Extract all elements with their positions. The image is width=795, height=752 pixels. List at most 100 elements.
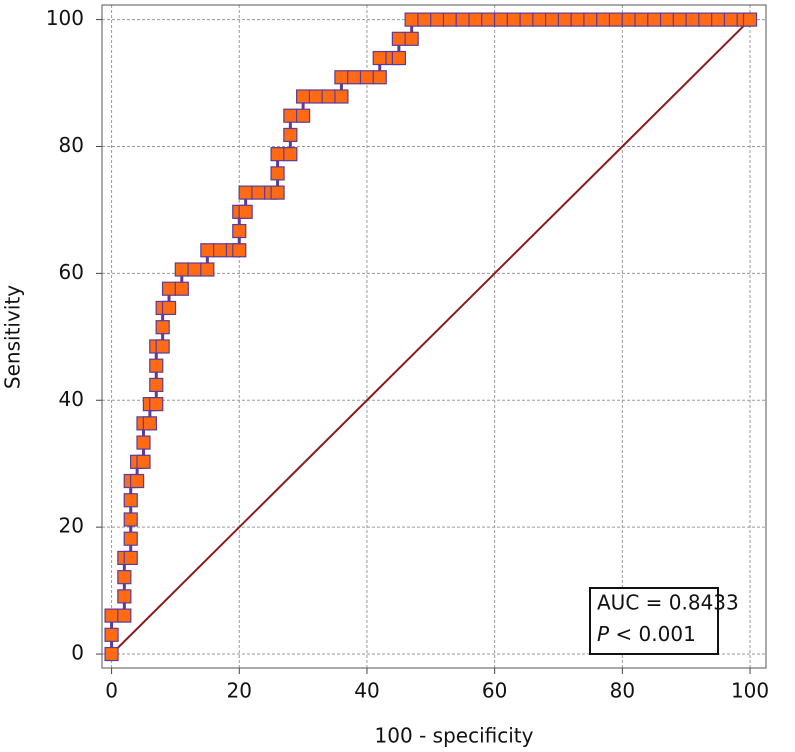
marker xyxy=(334,70,349,85)
marker xyxy=(200,262,215,277)
legend-box: AUC = 0.8433 P < 0.001 xyxy=(589,587,739,655)
marker xyxy=(161,300,177,316)
marker xyxy=(545,12,560,27)
x-tick-label: 0 xyxy=(105,679,118,703)
marker xyxy=(251,185,266,200)
marker xyxy=(583,12,598,27)
marker xyxy=(123,550,138,566)
marker xyxy=(493,12,509,27)
p-value: < 0.001 xyxy=(615,622,695,646)
marker xyxy=(104,608,119,623)
y-axis-label: Sensitivity xyxy=(1,285,25,389)
marker xyxy=(232,223,247,239)
marker xyxy=(372,70,387,85)
marker xyxy=(238,204,253,219)
marker xyxy=(647,12,662,27)
marker xyxy=(404,31,419,46)
marker xyxy=(130,473,145,489)
p-label: P < 0.001 xyxy=(597,622,696,646)
marker xyxy=(359,70,375,85)
marker xyxy=(481,12,496,27)
marker xyxy=(117,589,132,604)
marker xyxy=(685,12,700,27)
y-tick-label: 60 xyxy=(59,260,84,284)
marker xyxy=(123,512,138,527)
marker xyxy=(608,12,624,27)
marker xyxy=(308,89,323,104)
marker xyxy=(391,31,406,46)
marker xyxy=(174,262,189,277)
marker xyxy=(283,147,298,162)
y-tick-label: 40 xyxy=(59,387,84,411)
marker xyxy=(238,185,253,200)
y-tick-label: 100 xyxy=(46,6,84,30)
marker xyxy=(430,12,445,27)
marker xyxy=(104,627,119,642)
marker xyxy=(123,493,138,508)
x-tick-label: 20 xyxy=(227,679,252,703)
marker xyxy=(117,608,132,623)
annotation-box xyxy=(589,587,719,655)
x-tick-label: 100 xyxy=(731,679,769,703)
marker xyxy=(634,12,649,27)
reference-line xyxy=(110,18,751,655)
marker xyxy=(155,320,170,335)
marker xyxy=(347,70,362,85)
marker xyxy=(117,570,132,585)
marker xyxy=(149,397,164,412)
x-axis-label: 100 - specificity xyxy=(375,724,534,748)
marker xyxy=(321,89,336,104)
plot-background xyxy=(102,5,766,668)
auc-label: AUC = 0.8433 xyxy=(597,591,739,615)
marker xyxy=(557,12,572,27)
marker xyxy=(659,12,675,27)
marker xyxy=(372,50,387,66)
marker xyxy=(104,646,119,662)
marker xyxy=(283,127,298,143)
marker xyxy=(136,454,151,469)
marker xyxy=(596,12,611,27)
marker xyxy=(711,12,726,27)
marker xyxy=(283,108,298,123)
marker xyxy=(742,12,758,27)
marker xyxy=(417,12,432,27)
marker xyxy=(532,12,547,27)
marker xyxy=(391,50,406,66)
y-tick-label: 20 xyxy=(59,514,84,538)
marker xyxy=(270,166,285,181)
x-tick-label: 60 xyxy=(482,679,507,703)
x-tick-label: 80 xyxy=(610,679,635,703)
marker xyxy=(334,89,349,104)
marker xyxy=(672,12,687,27)
marker xyxy=(519,12,534,27)
p-symbol: P xyxy=(597,622,610,646)
x-tick-label: 40 xyxy=(354,679,379,703)
marker xyxy=(155,339,170,354)
marker xyxy=(621,12,636,27)
marker xyxy=(161,281,177,296)
marker xyxy=(187,262,202,277)
marker xyxy=(123,531,138,546)
marker xyxy=(232,243,247,258)
marker xyxy=(698,12,713,27)
marker xyxy=(442,12,458,27)
y-tick-label: 80 xyxy=(59,133,84,157)
marker xyxy=(149,377,164,393)
marker xyxy=(142,416,157,431)
marker xyxy=(723,12,738,27)
y-tick-label: 0 xyxy=(71,641,84,665)
marker xyxy=(296,108,311,123)
marker xyxy=(200,243,215,258)
plot-area: 0 20 40 60 80 100 0 20 40 60 80 100 xyxy=(46,4,769,703)
marker xyxy=(174,281,189,296)
marker xyxy=(404,12,419,27)
marker xyxy=(570,12,585,27)
marker xyxy=(136,435,151,450)
plot-border xyxy=(101,4,767,669)
marker xyxy=(506,12,521,27)
marker xyxy=(296,89,311,104)
marker xyxy=(270,147,285,162)
marker xyxy=(468,12,483,27)
marker xyxy=(149,358,164,373)
